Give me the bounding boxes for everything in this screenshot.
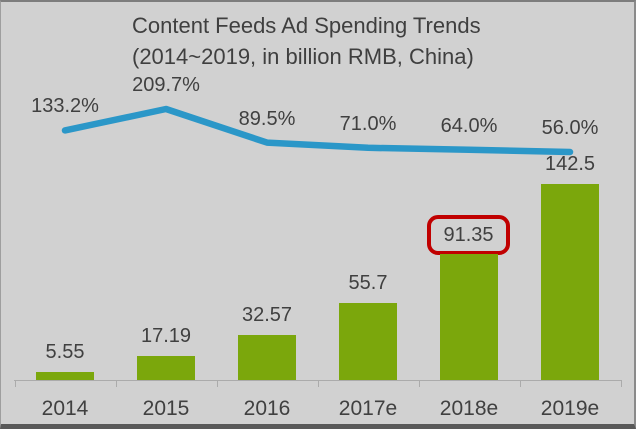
x-axis-tick (115, 380, 117, 387)
bar-value-label-2019e: 142.5 (544, 153, 596, 175)
bar-2016 (238, 335, 296, 380)
plot-area: 91.35 5.55 133.2% 2014 17.19 209.7% 2015 32.57… (1, 2, 634, 424)
bar-value-label-2016: 32.57 (241, 304, 293, 327)
bar-value-label-2018e: 91.35 (443, 223, 494, 246)
bar-2019e (541, 184, 599, 380)
category-label-2014: 2014 (41, 397, 89, 420)
x-axis-tick (14, 380, 16, 387)
growth-label-2018e: 64.0% (440, 114, 498, 137)
bar-value-label-2014: 5.55 (45, 341, 85, 364)
bar-2015 (137, 356, 195, 380)
category-label-2017e: 2017e (338, 397, 398, 420)
bar-2018e (440, 254, 498, 380)
growth-line (61, 105, 574, 156)
growth-label-2016: 89.5% (238, 107, 296, 130)
category-label-2015: 2015 (142, 397, 190, 420)
category-label-2018e: 2018e (439, 397, 499, 420)
x-axis-tick (216, 380, 218, 387)
highlight-box-2018e: 91.35 (427, 215, 510, 255)
x-axis-tick (418, 380, 420, 387)
chart-title-line1: Content Feeds Ad Spending Trends (132, 13, 481, 38)
bar-value-label-2017e: 55.7 (348, 272, 388, 295)
bar-2017e (339, 303, 397, 380)
bar-value-label-2015: 17.19 (140, 325, 192, 348)
category-label-2016: 2016 (243, 397, 291, 420)
x-axis-tick (317, 380, 319, 387)
x-axis-tick (519, 380, 521, 387)
bar-2014 (36, 372, 94, 380)
growth-label-2017e: 71.0% (339, 112, 397, 135)
x-axis-tick (620, 380, 622, 387)
chart-title-line2: (2014~2019, in billion RMB, China) (132, 44, 474, 69)
growth-label-2019e: 56.0% (541, 117, 599, 139)
growth-label-2014: 133.2% (31, 95, 99, 118)
category-label-2019e: 2019e (540, 397, 600, 420)
growth-label-2015: 209.7% (132, 73, 200, 96)
chart-title: Content Feeds Ad Spending Trends (2014~2… (132, 10, 481, 72)
